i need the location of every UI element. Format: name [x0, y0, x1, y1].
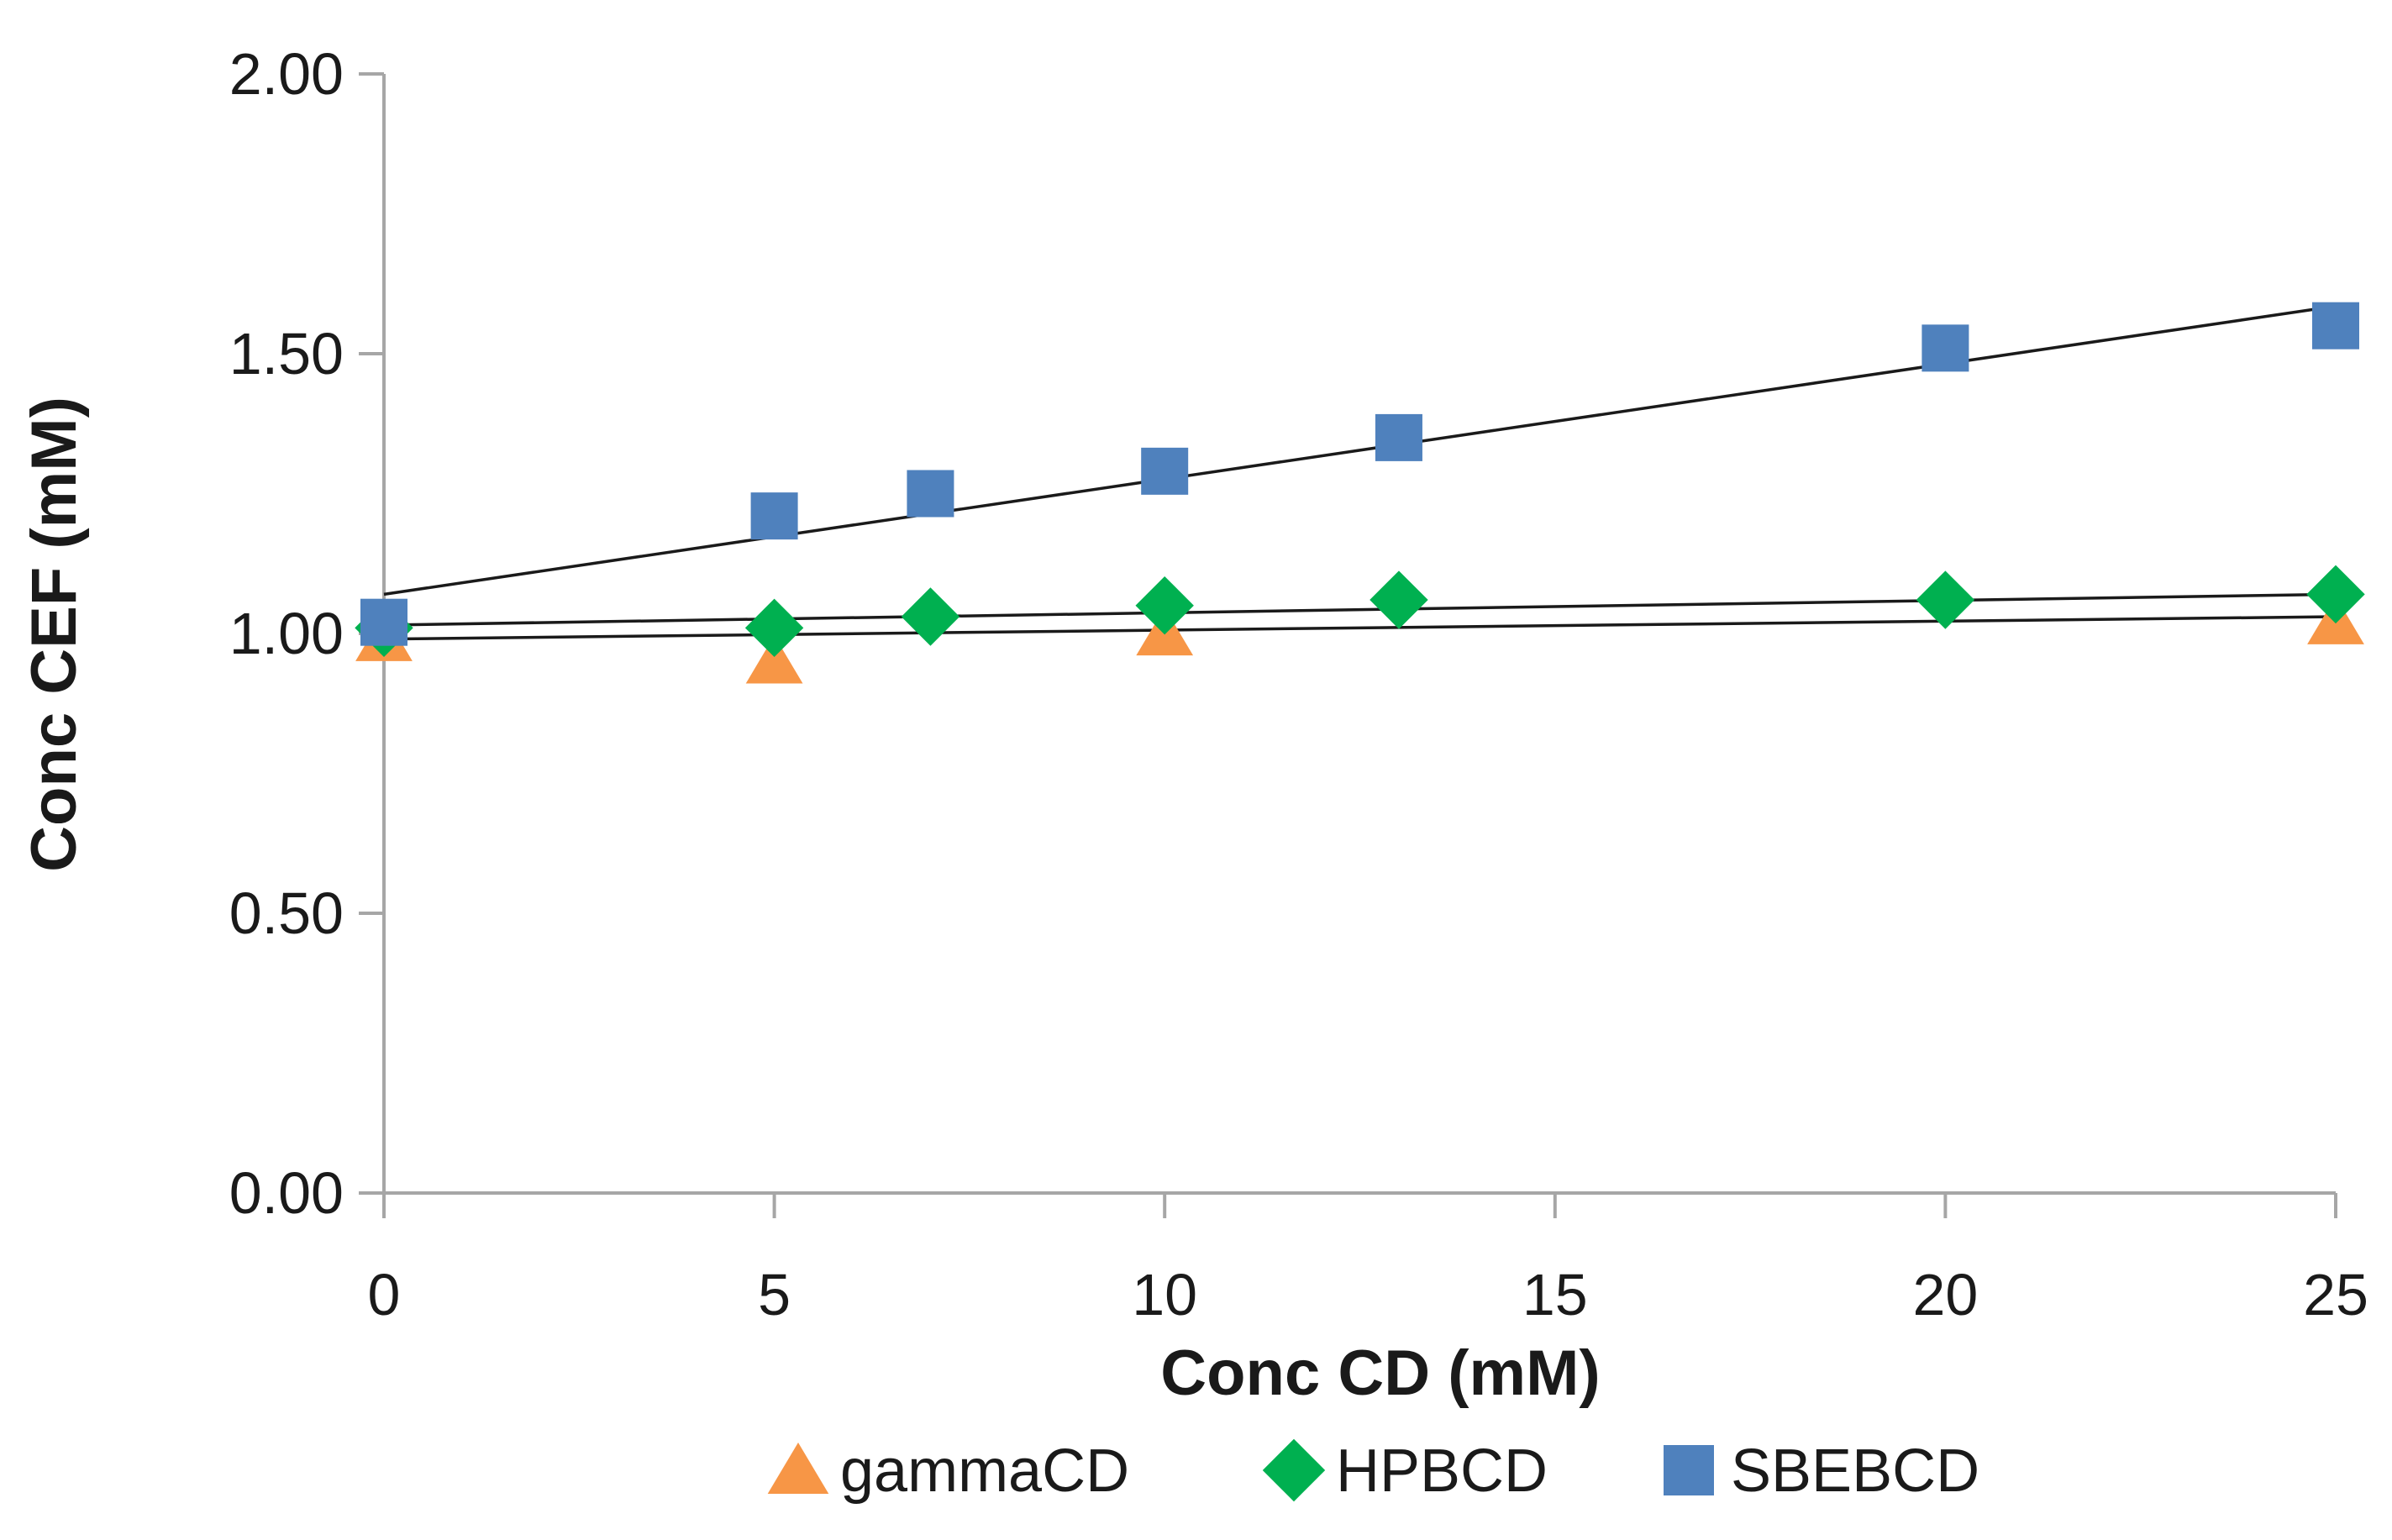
y-tick-label: 2.00 [229, 41, 344, 107]
HPBCD-point [1135, 576, 1194, 635]
x-axis-title: Conc CD (mM) [1160, 1338, 1601, 1409]
x-tick-label: 15 [1522, 1262, 1588, 1327]
SBEBCD-point [750, 492, 798, 540]
SBEBCD-point [1375, 413, 1422, 461]
HPBCD-trendline [383, 592, 2337, 627]
SBEBCD-point [360, 598, 407, 646]
SBEBCD-point [1141, 447, 1189, 495]
y-tick-label: 0.50 [229, 880, 344, 946]
SBEBCD-trendline [383, 304, 2337, 597]
x-tick-label: 25 [2303, 1262, 2368, 1327]
data-points [355, 302, 2365, 684]
HPBCD-point [1369, 570, 1428, 629]
y-axis-title: Conc CEF (mM) [18, 397, 90, 872]
legend-HPBCD-icon [1262, 1438, 1326, 1502]
legend: gammaCD HPBCD SBEBCD [767, 1438, 1979, 1505]
HPBCD-point [744, 598, 804, 658]
HPBCD-point [1916, 570, 1975, 629]
gammaCD-trendline [383, 615, 2337, 641]
SBEBCD-point [907, 470, 954, 518]
y-tick-label: 1.00 [229, 601, 344, 666]
legend-HPBCD-label: HPBCD [1336, 1438, 1548, 1505]
trendlines [383, 304, 2337, 641]
axes: 0.00 0.50 1.00 1.50 2.00 0 5 10 15 20 25 [229, 41, 2368, 1327]
y-tick-label: 1.50 [229, 321, 344, 386]
legend-SBEBCD-label: SBEBCD [1731, 1438, 1979, 1505]
HPBCD-point [2306, 565, 2365, 624]
SBEBCD-point [2312, 302, 2359, 350]
x-tick-label: 0 [368, 1262, 401, 1327]
x-tick-label: 5 [758, 1262, 791, 1327]
legend-gammaCD-label: gammaCD [840, 1438, 1129, 1505]
SBEBCD-point [1921, 324, 1969, 372]
gammaCD-point [745, 635, 803, 684]
x-tick-label: 10 [1132, 1262, 1197, 1327]
legend-gammaCD-icon [767, 1443, 829, 1495]
legend-SBEBCD-icon [1664, 1445, 1714, 1495]
HPBCD-point [901, 587, 960, 646]
y-tick-label: 0.00 [229, 1160, 344, 1226]
x-tick-label: 20 [1912, 1262, 1978, 1327]
